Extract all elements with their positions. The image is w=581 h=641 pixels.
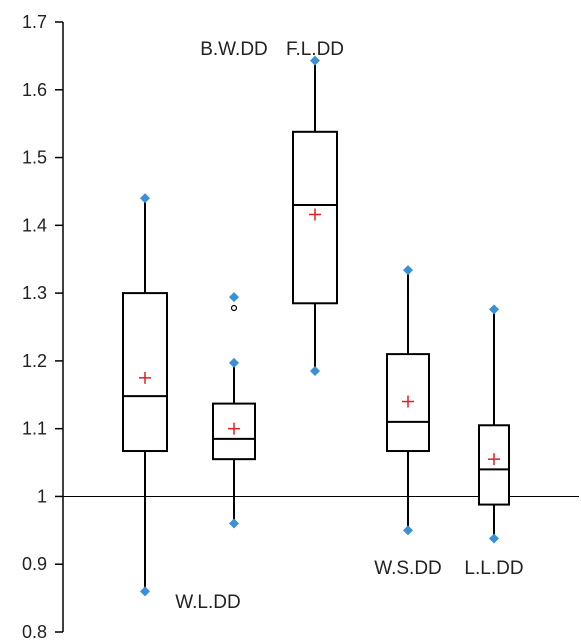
y-tick-label: 1.3 (22, 283, 47, 303)
min-marker (489, 533, 499, 544)
y-tick-label: 1.4 (22, 215, 47, 235)
boxes-group (122, 55, 510, 597)
box-label: W.S.DD (374, 558, 442, 579)
max-marker (489, 304, 499, 315)
y-tick-label: 1 (37, 486, 47, 506)
box-bwdd (212, 292, 256, 529)
outlier-marker (230, 304, 238, 312)
box-label: B.W.DD (200, 39, 268, 60)
box-label: W.L.DD (175, 592, 240, 613)
box-label: L.L.DD (464, 558, 523, 579)
max-marker (229, 357, 239, 368)
y-tick-label: 1.2 (22, 351, 47, 371)
min-marker (310, 366, 320, 377)
y-tick-label: 1.6 (22, 80, 47, 100)
y-tick-label: 0.8 (22, 622, 47, 641)
box-wldd (122, 193, 168, 597)
min-marker (140, 586, 150, 597)
min-marker (403, 525, 413, 536)
max-marker (140, 193, 150, 204)
box-label: F.L.DD (286, 39, 344, 60)
box-labels-group: W.L.DD B.W.DD F.L.DD W.S.DD L.L.DD (175, 39, 523, 613)
y-tick-label: 0.9 (22, 554, 47, 574)
y-tick-label: 1.5 (22, 148, 47, 168)
box-wsdd (386, 265, 430, 536)
min-marker (229, 518, 239, 529)
box-fldd (292, 55, 338, 377)
y-tick-label: 1.1 (22, 419, 47, 439)
max-marker (403, 265, 413, 276)
box-iqr (292, 130, 338, 305)
y-axis: 0.8 0.9 1 1.1 1.2 1.3 1.4 1.5 1.6 1.7 (22, 12, 64, 641)
outlier-marker (229, 292, 239, 303)
max-marker (310, 55, 320, 66)
y-tick-label: 1.7 (22, 12, 47, 32)
box-lldd (478, 304, 510, 544)
